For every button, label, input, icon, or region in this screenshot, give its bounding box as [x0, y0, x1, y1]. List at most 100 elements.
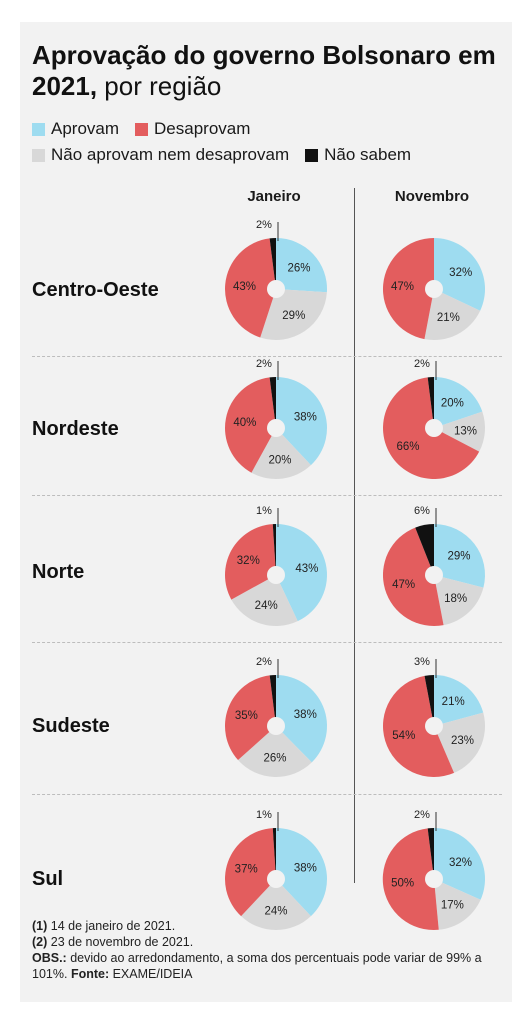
pie-center-hole: [267, 566, 285, 584]
data-label-nao-sabem: 2%: [256, 656, 272, 668]
data-label-desaprovam: 50%: [391, 877, 414, 889]
data-label-nao-sabem: 2%: [414, 358, 430, 370]
pie-slice-neutro: [238, 726, 312, 777]
pie-slice-nao-sabem: [269, 238, 276, 289]
source-mark: Fonte:: [70, 967, 110, 981]
pie-center-hole: [267, 280, 285, 298]
pie-slice-neutro: [434, 575, 484, 626]
pie-slice-nao-sabem: [272, 828, 276, 879]
data-label-neutro: 24%: [264, 906, 287, 918]
legend-label-neutro: Não aprovam nem desaprovam: [51, 145, 290, 164]
legend-label-aprovam: Aprovam: [51, 119, 120, 138]
data-label-aprovam: 29%: [447, 551, 470, 563]
obs-text: devido ao arredondamento, a soma dos per…: [32, 951, 482, 981]
pie-charts: 26% 29% 43% 2% 32% 21% 47% 38% 20% 40% 2% 20% 13% 66%…: [224, 219, 486, 931]
data-label-neutro: 23%: [451, 735, 474, 747]
data-label-aprovam: 32%: [449, 857, 472, 869]
note-1-text: 14 de janeiro de 2021.: [47, 919, 176, 933]
data-label-aprovam: 43%: [295, 563, 318, 575]
legend-row-2: Não aprovam nem desaprovam Não sabem: [32, 142, 502, 168]
pie-slice-nao-sabem: [272, 524, 276, 575]
pie-slice-nao-sabem: [427, 377, 434, 428]
region-label-norte: Norte: [32, 561, 85, 583]
data-label-neutro: 18%: [444, 593, 467, 605]
legend-swatch-aprovam: [32, 122, 45, 136]
pie-slice-aprovam: [434, 675, 484, 726]
column-header-janeiro: Janeiro: [247, 188, 301, 205]
data-label-desaprovam: 35%: [235, 710, 258, 722]
region-label-sudeste: Sudeste: [32, 715, 110, 737]
legend-swatch-nao-sabem: [305, 148, 319, 162]
pie-slice-desaprovam: [225, 524, 276, 600]
pie-slice-desaprovam: [382, 238, 434, 340]
pie-slice-nao-sabem: [269, 376, 276, 428]
row-separator: [32, 495, 502, 496]
pie-slice-neutro: [251, 428, 311, 479]
pie-slice-nao-sabem: [427, 828, 434, 879]
column-header-novembro: Novembro: [394, 188, 470, 205]
pie-slice-aprovam: [276, 524, 328, 622]
data-label-desaprovam: 47%: [391, 281, 414, 293]
pie-slice-neutro: [241, 879, 311, 931]
data-label-aprovam: 21%: [442, 696, 465, 708]
pie-slice-desaprovam: [224, 675, 276, 761]
pie-slice-desaprovam: [382, 527, 444, 627]
data-label-nao-sabem: 2%: [414, 809, 430, 821]
obs-mark: OBS.:: [32, 951, 67, 965]
row-separator: [32, 356, 502, 357]
legend-swatch-neutro: [32, 148, 45, 162]
data-label-aprovam: 20%: [441, 397, 464, 409]
pie-slice-neutro: [434, 879, 481, 930]
footnotes: (1) 14 de janeiro de 2021. (2) 23 de nov…: [32, 918, 502, 982]
pie-slice-aprovam: [276, 238, 328, 293]
legend-item-aprovam: Aprovam: [32, 116, 119, 142]
note-1-mark: (1): [32, 919, 48, 933]
pie-center-hole: [425, 280, 443, 298]
pie-center-hole: [267, 717, 285, 735]
data-label-nao-sabem: 6%: [414, 505, 430, 517]
chart-panel: Aprovação do governo Bolsonaro em 2021, …: [20, 22, 512, 1002]
row-separator: [32, 794, 502, 795]
data-label-neutro: 29%: [282, 310, 305, 322]
pie-slice-desaprovam: [225, 238, 276, 338]
pie-slice-aprovam: [434, 238, 486, 311]
data-label-nao-sabem: 2%: [256, 219, 272, 231]
row-separator: [32, 642, 502, 643]
data-label-desaprovam: 54%: [392, 730, 415, 742]
note-2: (2) 23 de novembro de 2021.: [32, 934, 502, 950]
legend-label-nao-sabem: Não sabem: [324, 145, 412, 164]
data-label-nao-sabem: 1%: [256, 505, 272, 517]
title-rest: por região: [97, 71, 222, 101]
pie-slice-nao-sabem: [424, 675, 434, 726]
data-label-aprovam: 38%: [294, 709, 317, 721]
chart-title: Aprovação do governo Bolsonaro em 2021, …: [32, 40, 502, 102]
data-label-aprovam: 38%: [294, 411, 317, 423]
region-label-nordeste: Nordeste: [32, 418, 119, 440]
pie-center-hole: [425, 566, 443, 584]
pie-slice-aprovam: [434, 524, 486, 588]
legend-swatch-desaprovam: [135, 122, 149, 136]
data-label-aprovam: 26%: [287, 262, 310, 274]
pie-slice-aprovam: [276, 377, 328, 466]
data-label-desaprovam: 66%: [396, 441, 419, 453]
data-label-neutro: 26%: [263, 753, 286, 765]
pie-center-hole: [425, 870, 443, 888]
note-2-text: 23 de novembro de 2021.: [47, 935, 194, 949]
pie-center-hole: [425, 419, 443, 437]
title-bold: Aprovação do governo Bolsonaro em 2021,: [32, 40, 496, 101]
data-label-nao-sabem: 3%: [414, 656, 430, 668]
pie-slice-desaprovam: [224, 377, 276, 473]
data-label-neutro: 13%: [454, 426, 477, 438]
pie-slice-neutro: [231, 575, 298, 627]
source-text: EXAME/IDEIA: [109, 967, 193, 981]
region-label-centro-oeste: Centro-Oeste: [32, 279, 159, 301]
pie-slice-aprovam: [276, 675, 327, 763]
data-label-nao-sabem: 1%: [256, 809, 272, 821]
data-label-nao-sabem: 2%: [256, 358, 272, 370]
pie-slice-neutro: [260, 289, 327, 340]
data-label-neutro: 24%: [255, 600, 278, 612]
data-label-desaprovam: 40%: [233, 417, 256, 429]
pie-slice-neutro: [434, 712, 486, 773]
data-label-neutro: 17%: [441, 900, 464, 912]
pie-slice-aprovam: [434, 828, 485, 900]
